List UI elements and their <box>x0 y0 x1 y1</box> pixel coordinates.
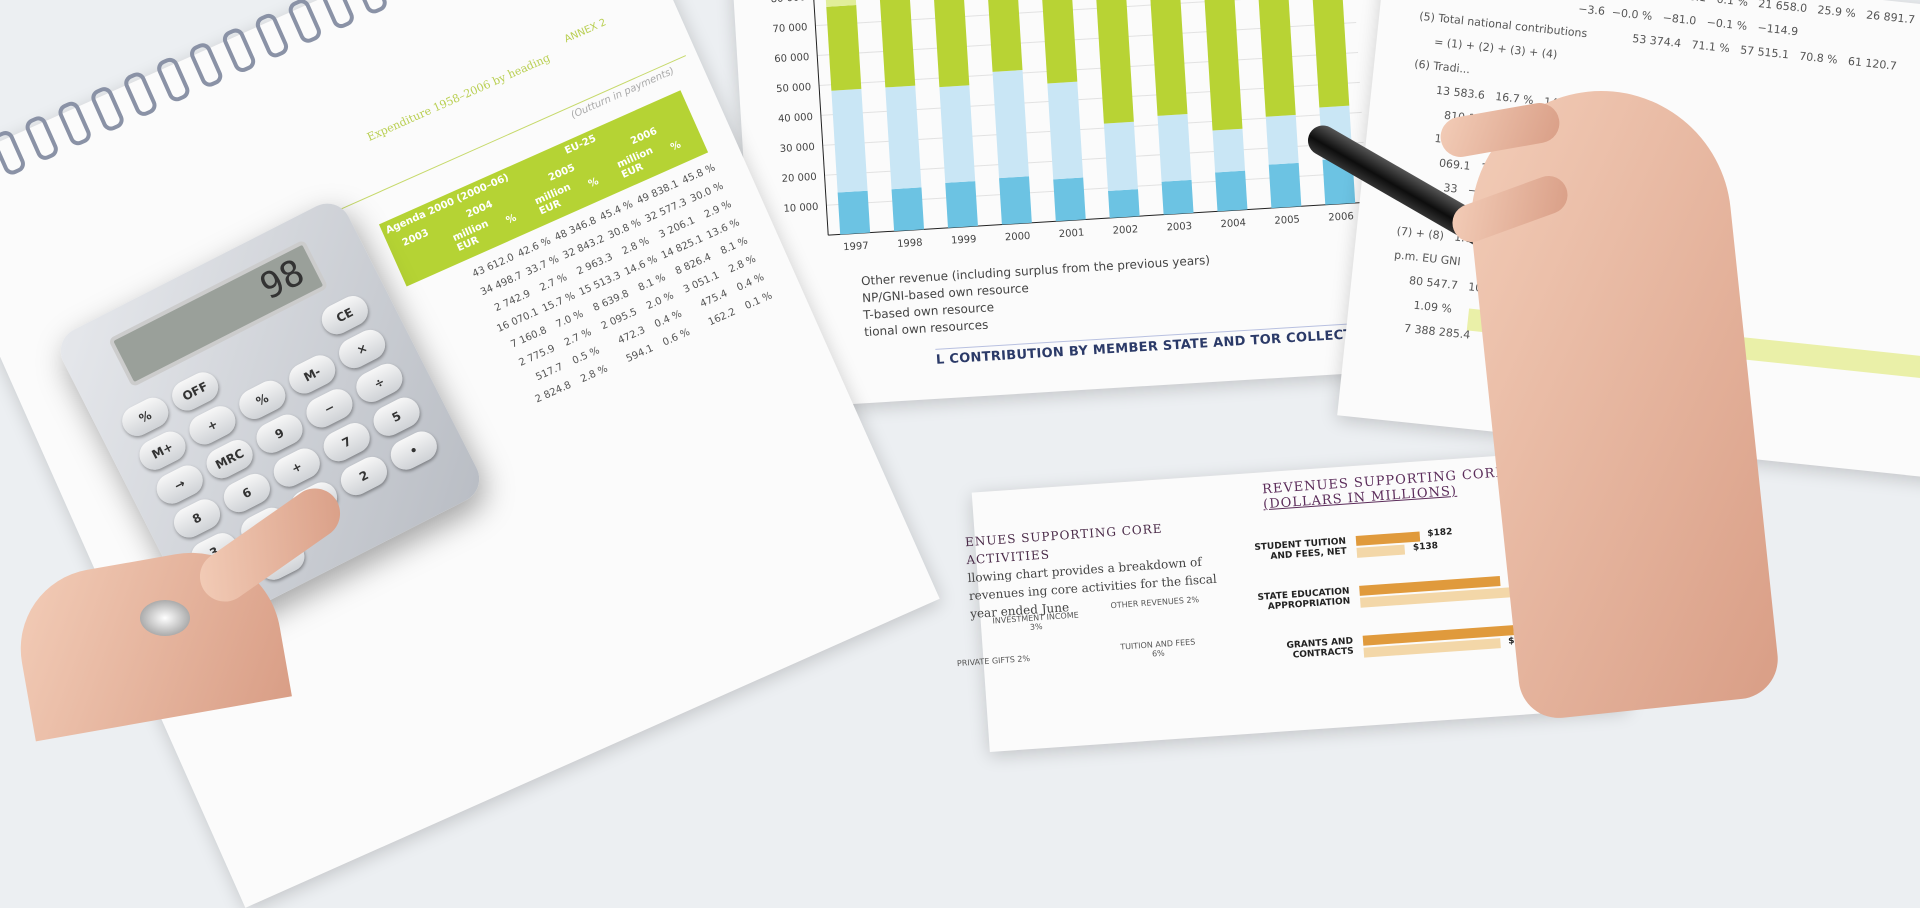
bar-segment <box>885 85 922 190</box>
bar-segment <box>826 5 862 91</box>
x-tick-label: 2001 <box>1059 228 1085 241</box>
ring-jewelry <box>140 600 190 636</box>
y-tick-label: 80 000 <box>770 0 806 5</box>
revenue-chart-page: 80 000 70 000 60 000 50 000 40 000 30 000 20 0… <box>732 0 1617 410</box>
header-pct: % <box>669 139 683 154</box>
bar-segment <box>825 0 857 7</box>
x-tick-label: 2006 <box>1328 211 1354 224</box>
spiral-ring <box>0 128 28 178</box>
bar-segment <box>1148 0 1188 116</box>
y-tick-label: 40 000 <box>778 112 814 125</box>
bar-segment <box>878 0 916 88</box>
spiral-ring <box>22 113 61 163</box>
spiral-binding <box>0 0 614 178</box>
spiral-ring <box>88 84 127 134</box>
y-axis <box>812 0 829 236</box>
x-tick-label: 2004 <box>1220 218 1246 231</box>
bar-segment <box>1040 0 1078 84</box>
header-unit: million EUR <box>615 145 655 181</box>
spiral-ring <box>187 40 226 90</box>
x-tick-label: 2005 <box>1274 214 1300 227</box>
header-eu: EU-25 <box>563 133 598 157</box>
header-unit: million EUR <box>533 181 573 218</box>
x-tick-label: 2003 <box>1166 221 1192 234</box>
bar-label: STUDENT TUITION AND FEES, NET <box>1254 536 1348 562</box>
spiral-ring <box>154 54 193 105</box>
x-tick-label: 1999 <box>951 234 977 247</box>
spiral-ring <box>252 11 291 61</box>
bar-segment <box>945 181 978 228</box>
pie-label: TUITION AND FEES 6% <box>1119 637 1196 659</box>
core-activities-intro: ENUES SUPPORTING CORE ACTIVITIES llowing… <box>965 515 1236 623</box>
bar-segment <box>1215 170 1248 212</box>
bar-segment <box>932 0 970 88</box>
bar-segment <box>831 88 868 193</box>
header-year: 2003 <box>400 227 431 249</box>
bar-segment <box>1212 128 1246 173</box>
bar-segment <box>939 85 976 183</box>
bar-segment <box>1047 81 1084 180</box>
y-tick-label: 60 000 <box>774 52 810 65</box>
bar-segment <box>986 0 1023 72</box>
y-tick-label: 30 000 <box>780 142 816 155</box>
bar-segment <box>1256 0 1296 117</box>
x-tick-label: 1998 <box>897 237 923 250</box>
spiral-ring <box>318 0 357 31</box>
header-pct: % <box>586 175 601 191</box>
annex-label: ANNEX 2 <box>562 17 609 46</box>
y-tick-label: 70 000 <box>772 22 808 35</box>
bar-segment <box>1157 114 1192 182</box>
spiral-ring <box>220 25 259 75</box>
x-tick-label: 2000 <box>1005 231 1031 244</box>
spiral-ring <box>351 0 390 17</box>
pie-label: PRIVATE GIFTS 2% <box>956 653 1031 669</box>
bar-segment <box>1103 121 1138 192</box>
bar-value: $182 <box>1427 527 1453 539</box>
bar-segment <box>1265 114 1299 165</box>
bar-value: $138 <box>1412 541 1439 553</box>
bar-prior <box>1356 544 1406 558</box>
bar-segment <box>1095 0 1134 124</box>
bar-segment <box>1268 162 1302 209</box>
notebook-title: Expenditure 1958–2006 by heading <box>365 51 553 144</box>
bar-label: GRANTS AND CONTRACTS <box>1286 636 1355 661</box>
bar-segment <box>1108 189 1140 218</box>
y-tick-label: 50 000 <box>776 82 812 95</box>
spiral-ring <box>121 69 160 119</box>
x-tick-label: 2002 <box>1112 224 1138 237</box>
bar-segment <box>1161 179 1194 215</box>
bar-segment <box>992 70 1029 179</box>
bar-segment <box>1311 0 1350 108</box>
header-pct: % <box>504 212 519 227</box>
spiral-ring <box>285 0 324 46</box>
bar-segment <box>1202 0 1243 131</box>
y-tick-label: 20 000 <box>781 172 817 185</box>
spiral-ring <box>384 0 423 2</box>
bar-label: STATE EDUCATION APPROPRIATION <box>1257 586 1351 613</box>
header-unit: million EUR <box>451 218 491 255</box>
spiral-ring <box>55 98 94 149</box>
bar-segment <box>891 187 925 232</box>
bar-segment <box>837 190 871 235</box>
bar-segment <box>1053 177 1086 222</box>
bar-segment <box>999 176 1032 225</box>
x-tick-label: 1997 <box>843 241 869 254</box>
y-tick-label: 10 000 <box>783 202 819 215</box>
bar-current <box>1355 531 1420 546</box>
